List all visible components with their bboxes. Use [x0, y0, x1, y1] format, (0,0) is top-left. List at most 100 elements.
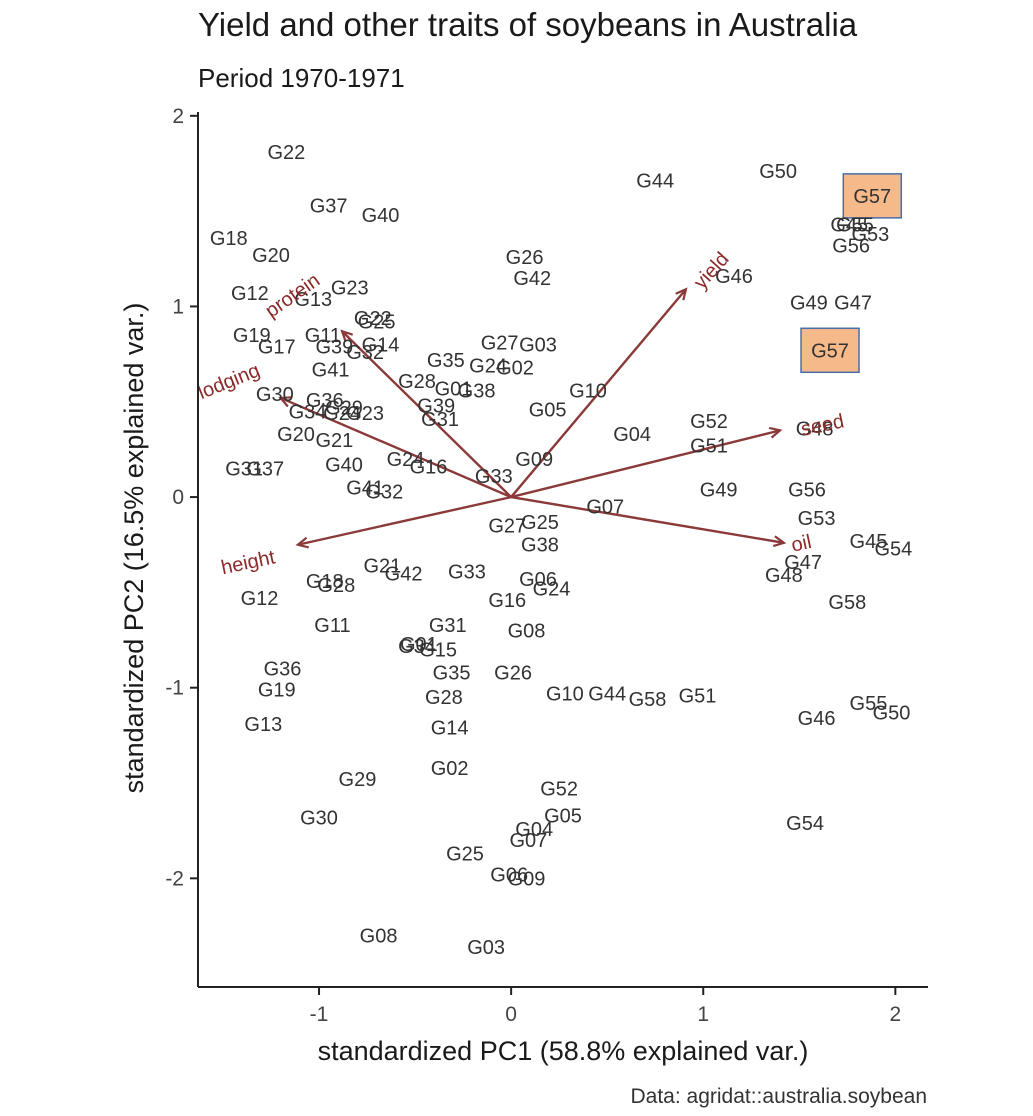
point-label: G18: [306, 571, 344, 593]
variable-label-lodging: lodging: [195, 359, 263, 404]
point-label: G07: [586, 497, 624, 519]
x-tick-label: -1: [310, 1003, 329, 1026]
y-tick-label: 0: [172, 486, 184, 509]
chart-title: Yield and other traits of soybeans in Au…: [198, 6, 858, 43]
point-label: G35: [433, 662, 471, 684]
point-label: G14: [362, 335, 400, 357]
point-label: G22: [267, 142, 305, 164]
point-label: G47: [784, 552, 822, 574]
point-label: G33: [448, 561, 486, 583]
point-label: G39: [417, 396, 455, 418]
point-label: G18: [210, 228, 248, 250]
point-label: G29: [339, 769, 377, 791]
point-label: G31: [421, 409, 459, 431]
point-label: G53: [851, 224, 889, 246]
point-label: G34: [289, 401, 327, 423]
loading-arrow-yield: [510, 287, 688, 498]
point-label: G28: [317, 575, 355, 597]
point-label: G33: [475, 466, 513, 488]
point-label: G15: [419, 640, 457, 662]
point-label: G23: [346, 403, 384, 425]
point-label: G35: [427, 350, 465, 372]
point-label: G48: [765, 565, 803, 587]
point-label: G46: [798, 708, 836, 730]
axes: [197, 112, 928, 988]
point-label: G38: [521, 535, 559, 557]
point-label: G26: [506, 247, 544, 269]
point-label: G06: [490, 865, 528, 887]
point-label: G09: [508, 868, 546, 890]
point-label: G16: [410, 457, 448, 479]
point-label: G44: [588, 683, 626, 705]
point-label: G11: [314, 615, 350, 637]
variable-label-oil: oil: [789, 531, 813, 557]
point-label: G24: [387, 449, 425, 471]
point-label: G21: [364, 556, 402, 578]
point-label: G27: [481, 333, 519, 355]
point-label: G42: [513, 268, 551, 290]
point-label: G12: [241, 588, 279, 610]
point-label: G41: [346, 478, 384, 500]
point-label: G06: [519, 569, 557, 591]
point-label: G55: [836, 214, 874, 236]
chart-caption: Data: agridat::australia.soybean: [630, 1085, 927, 1108]
point-label: G27: [488, 516, 526, 538]
loading-arrow-height: [295, 495, 512, 549]
point-label: G45: [850, 531, 888, 553]
point-label: G11: [305, 325, 341, 347]
point-label: G31: [429, 615, 467, 637]
point-label: G19: [233, 325, 271, 347]
point-label: G52: [690, 411, 728, 433]
point-label: G05: [529, 399, 567, 421]
point-label: G14: [431, 718, 469, 740]
x-tick-label: 2: [889, 1003, 901, 1026]
variable-label-seed: seed: [799, 410, 846, 441]
point-label: G36: [306, 390, 344, 412]
point-label: G51: [690, 436, 728, 458]
point-label: G25: [358, 312, 396, 334]
y-tick-label: 2: [172, 105, 184, 128]
point-label: G32: [346, 342, 384, 364]
point-label: G20: [252, 245, 290, 267]
point-label: G38: [458, 380, 496, 402]
point-label: G30: [300, 807, 338, 829]
x-tick-label: 0: [505, 1003, 517, 1026]
point-label: G17: [258, 336, 296, 358]
point-label: G08: [360, 926, 398, 948]
loading-arrows: [278, 287, 787, 549]
point-label: G24: [323, 403, 361, 425]
point-label: G53: [798, 508, 836, 530]
point-label: G46: [715, 266, 753, 288]
point-label: G25: [446, 844, 484, 866]
point-label: G50: [759, 161, 797, 183]
y-tick-label: 1: [172, 295, 184, 318]
point-label: G03: [467, 937, 505, 959]
point-label: G49: [700, 479, 738, 501]
point-label: G58: [828, 592, 866, 614]
loading-arrow-seed: [510, 426, 783, 499]
point-label: G12: [231, 283, 269, 305]
variable-label-height: height: [219, 546, 277, 579]
point-label: G49: [790, 293, 828, 315]
point-label: G03: [519, 335, 557, 357]
point-label: G28: [398, 371, 436, 393]
point-label: G44: [636, 171, 674, 193]
x-axis-title: standardized PC1 (58.8% explained var.): [318, 1036, 809, 1066]
point-label: G08: [508, 621, 546, 643]
point-label: G19: [258, 680, 296, 702]
point-label: G56: [832, 235, 870, 257]
point-label: G36: [264, 659, 302, 681]
point-label: G34: [398, 636, 436, 658]
point-label: G04: [613, 424, 651, 446]
point-label: G41: [312, 359, 350, 381]
point-label: G07: [510, 830, 548, 852]
point-label: G55: [850, 693, 888, 715]
y-tick-label: -1: [165, 677, 184, 700]
highlight-layer: [800, 173, 903, 374]
point-label: G10: [546, 683, 584, 705]
point-label: G20: [277, 424, 315, 446]
point-label: G57: [853, 186, 891, 208]
point-label: G16: [488, 590, 526, 612]
